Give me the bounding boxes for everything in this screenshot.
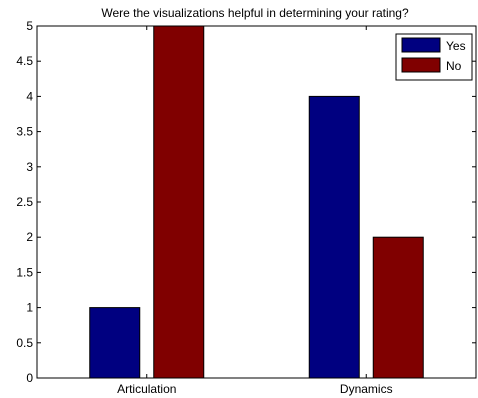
y-tick-label: 1.5: [16, 265, 33, 279]
legend-label-no: No: [446, 59, 462, 73]
legend-swatch-no: [401, 57, 441, 73]
bar-no-articulation: [153, 25, 205, 379]
legend-label-yes: Yes: [446, 39, 466, 53]
y-tick-label: 2: [26, 230, 33, 244]
y-tick-label: 5: [26, 19, 33, 33]
y-tick-label: 1: [26, 301, 33, 315]
y-tick-label: 0: [26, 371, 33, 385]
y-tick-label: 3.5: [16, 125, 33, 139]
x-tick-label: Articulation: [117, 382, 176, 396]
y-tick-label: 4: [26, 89, 33, 103]
y-tick-label: 0.5: [16, 336, 33, 350]
chart-title: Were the visualizations helpful in deter…: [101, 6, 409, 20]
y-tick-label: 4.5: [16, 54, 33, 68]
bar-no-dynamics: [372, 236, 424, 379]
legend-swatch-yes: [401, 37, 441, 53]
bar-yes-dynamics: [308, 95, 360, 379]
x-tick-label: Dynamics: [340, 382, 393, 396]
bar-yes-articulation: [89, 307, 141, 379]
y-tick-label: 2.5: [16, 195, 33, 209]
y-tick-label: 3: [26, 160, 33, 174]
